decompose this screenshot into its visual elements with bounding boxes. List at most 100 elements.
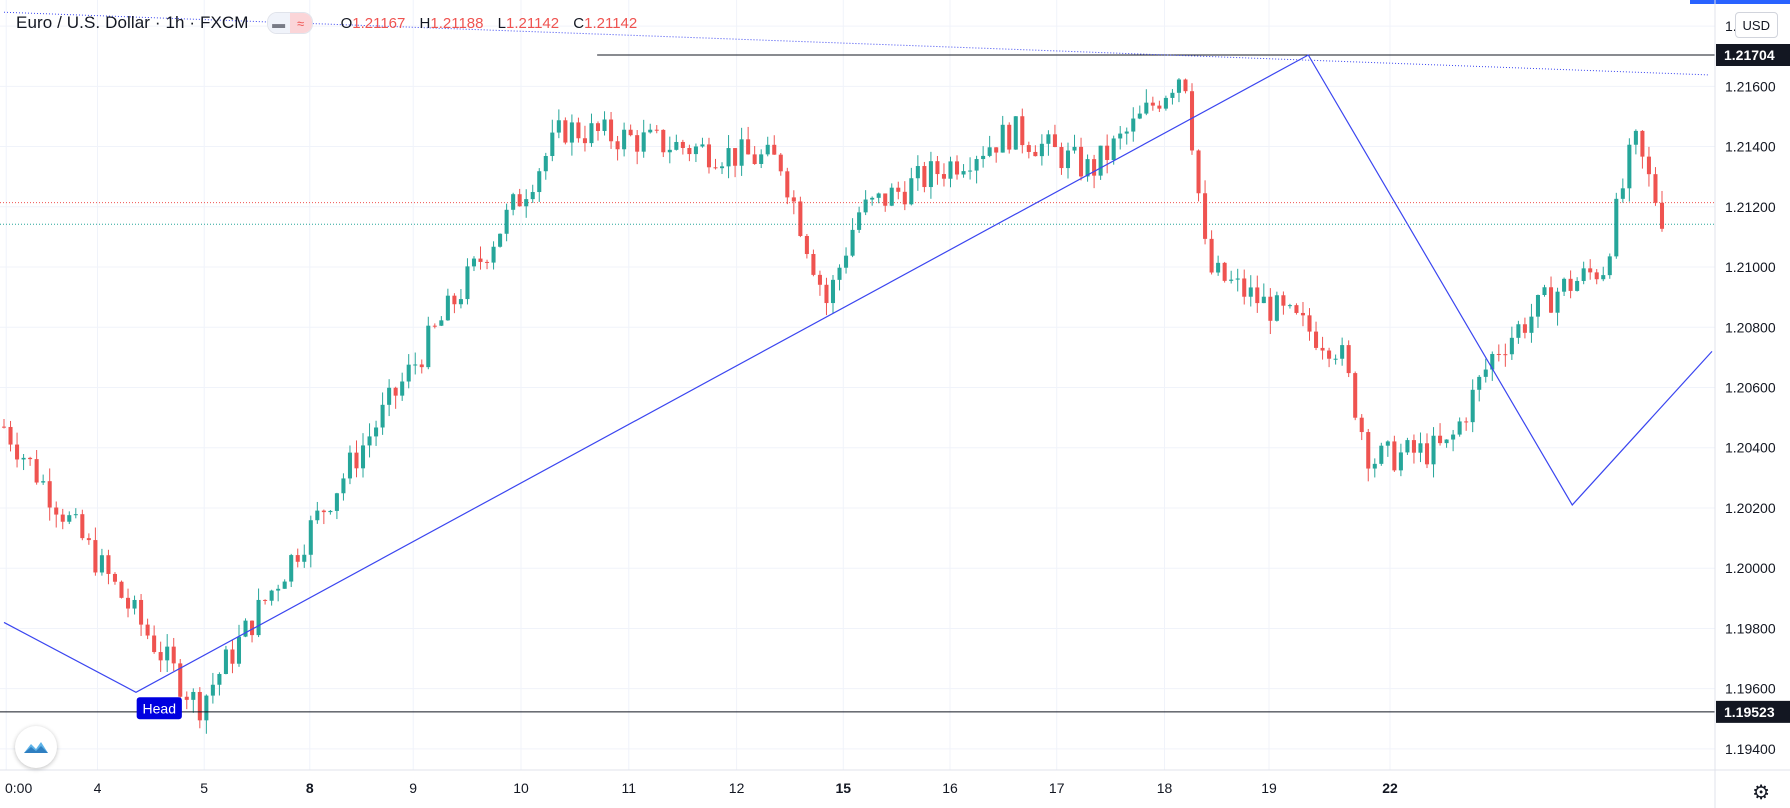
candle-body — [256, 599, 261, 636]
open-label: O — [340, 14, 353, 32]
candle-body — [1281, 295, 1286, 306]
candle-body — [537, 171, 542, 193]
candle-body — [726, 148, 731, 167]
candle-body — [720, 166, 725, 169]
candle-body — [1222, 262, 1227, 281]
candle-body — [589, 123, 594, 144]
candle-body — [1457, 421, 1462, 435]
candle-body — [1490, 353, 1495, 370]
candle-body — [889, 187, 894, 206]
candle-body — [432, 325, 437, 327]
candle-body — [739, 139, 744, 166]
candle-body — [1451, 434, 1456, 440]
candle-body — [1059, 147, 1064, 169]
candle-body — [204, 695, 209, 721]
candle-body — [635, 135, 640, 152]
candle-body — [21, 457, 26, 460]
approx-icon[interactable]: ≈ — [289, 13, 312, 33]
candle-body — [713, 167, 718, 169]
drawings[interactable]: HeadRight Shoulder — [0, 0, 1715, 720]
x-tick-label: 0:00 — [5, 780, 32, 796]
candle-body — [778, 154, 783, 172]
tradingview-logo-icon[interactable] — [15, 726, 57, 768]
x-tick-label: 16 — [942, 780, 958, 796]
candle-body — [197, 691, 202, 721]
indicator-toggle[interactable]: ▬ ≈ — [266, 12, 313, 34]
candle-body — [1620, 188, 1625, 199]
candle-body — [1424, 443, 1430, 465]
candle-body — [210, 684, 215, 696]
candle-body — [1529, 316, 1534, 333]
candle-body — [1, 426, 7, 428]
high-label: H — [419, 14, 431, 32]
gear-icon[interactable]: ⚙ — [1752, 782, 1770, 804]
candle-body — [811, 254, 816, 275]
candle-body — [824, 284, 829, 304]
candle-body — [622, 129, 627, 150]
candle-body — [276, 588, 281, 591]
candle-body — [1203, 193, 1208, 239]
currency-button[interactable]: USD — [1734, 12, 1778, 38]
x-tick-label: 19 — [1261, 780, 1277, 796]
candle-body — [530, 192, 535, 200]
candle-body — [1144, 102, 1149, 114]
candle-body — [850, 229, 855, 256]
candle-body — [1470, 389, 1475, 423]
candle-body — [393, 387, 398, 396]
candle-body — [798, 201, 803, 236]
price-level-label: 1.19523 — [1724, 704, 1775, 720]
candle-body — [1640, 130, 1645, 157]
candle-body — [308, 520, 313, 555]
candle-body — [1418, 443, 1423, 453]
symbol-title[interactable]: Euro / U.S. Dollar · 1h · FXCM — [16, 13, 249, 32]
candle-body — [15, 444, 20, 460]
candle-body — [125, 597, 131, 609]
y-tick-label: 1.21600 — [1725, 78, 1776, 94]
candle-body — [1366, 432, 1371, 469]
candle-body — [857, 212, 862, 230]
annotation-label: Head — [143, 700, 176, 716]
candle-body — [517, 194, 522, 207]
candle-body — [922, 166, 927, 188]
candle-body — [1327, 350, 1332, 359]
candle-body — [1216, 262, 1221, 273]
candle-body — [680, 141, 685, 148]
candle-body — [641, 132, 646, 152]
candle-body — [1026, 145, 1031, 152]
candle-body — [935, 161, 940, 175]
candle-body — [609, 119, 614, 142]
candle-body — [145, 624, 150, 636]
y-tick-label: 1.20600 — [1725, 380, 1776, 396]
candle-body — [752, 154, 757, 164]
candle-body — [928, 161, 933, 188]
candle-body — [1105, 145, 1110, 160]
x-tick-label: 11 — [622, 780, 637, 796]
candle-body — [987, 147, 992, 156]
candle-body — [191, 691, 196, 700]
candle-body — [1477, 376, 1482, 390]
candle-body — [1509, 337, 1514, 355]
candle-body — [243, 620, 248, 637]
candle-body — [706, 144, 711, 168]
candle-body — [948, 161, 953, 179]
candle-body — [289, 555, 294, 582]
candle-body — [471, 258, 477, 267]
minus-icon[interactable]: ▬ — [267, 13, 290, 33]
x-tick-label: 4 — [94, 780, 102, 796]
candle-body — [54, 507, 59, 515]
candle-body — [93, 540, 98, 573]
candle-body — [994, 147, 999, 153]
candle-body — [1020, 116, 1025, 146]
candle-body — [1601, 275, 1606, 280]
candle-body — [47, 481, 52, 508]
candle-body — [263, 599, 268, 601]
candle-body — [1255, 287, 1260, 304]
candle-body — [837, 267, 842, 280]
candle-body — [354, 452, 359, 469]
x-tick-label: 10 — [513, 780, 529, 796]
candle-body — [1411, 440, 1416, 453]
candle-body — [1092, 159, 1097, 176]
candle-body — [112, 573, 117, 582]
candle-body — [1562, 278, 1567, 292]
